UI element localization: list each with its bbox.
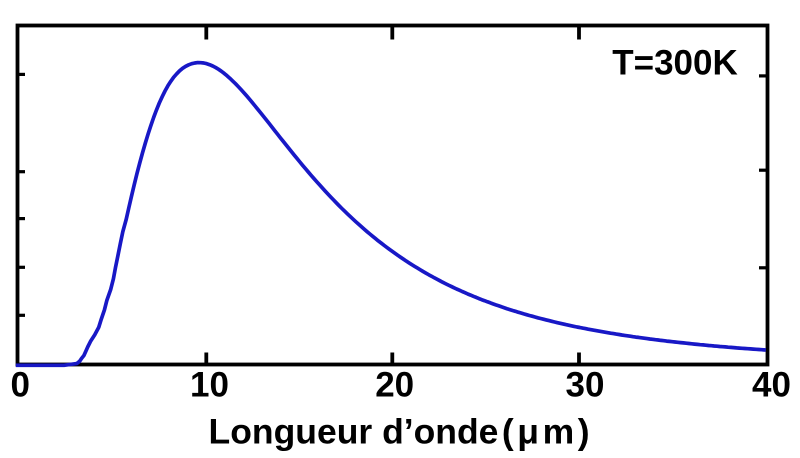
svg-text:30: 30 [566, 366, 605, 405]
svg-text:20: 20 [375, 366, 414, 405]
svg-text:T=300K: T=300K [612, 44, 738, 83]
svg-text:(μm): (μm) [502, 412, 593, 452]
svg-text:0: 0 [10, 366, 29, 405]
svg-text:40: 40 [752, 366, 791, 405]
svg-text:10: 10 [190, 366, 229, 405]
svg-text:Longueur d’onde: Longueur d’onde [209, 412, 499, 452]
